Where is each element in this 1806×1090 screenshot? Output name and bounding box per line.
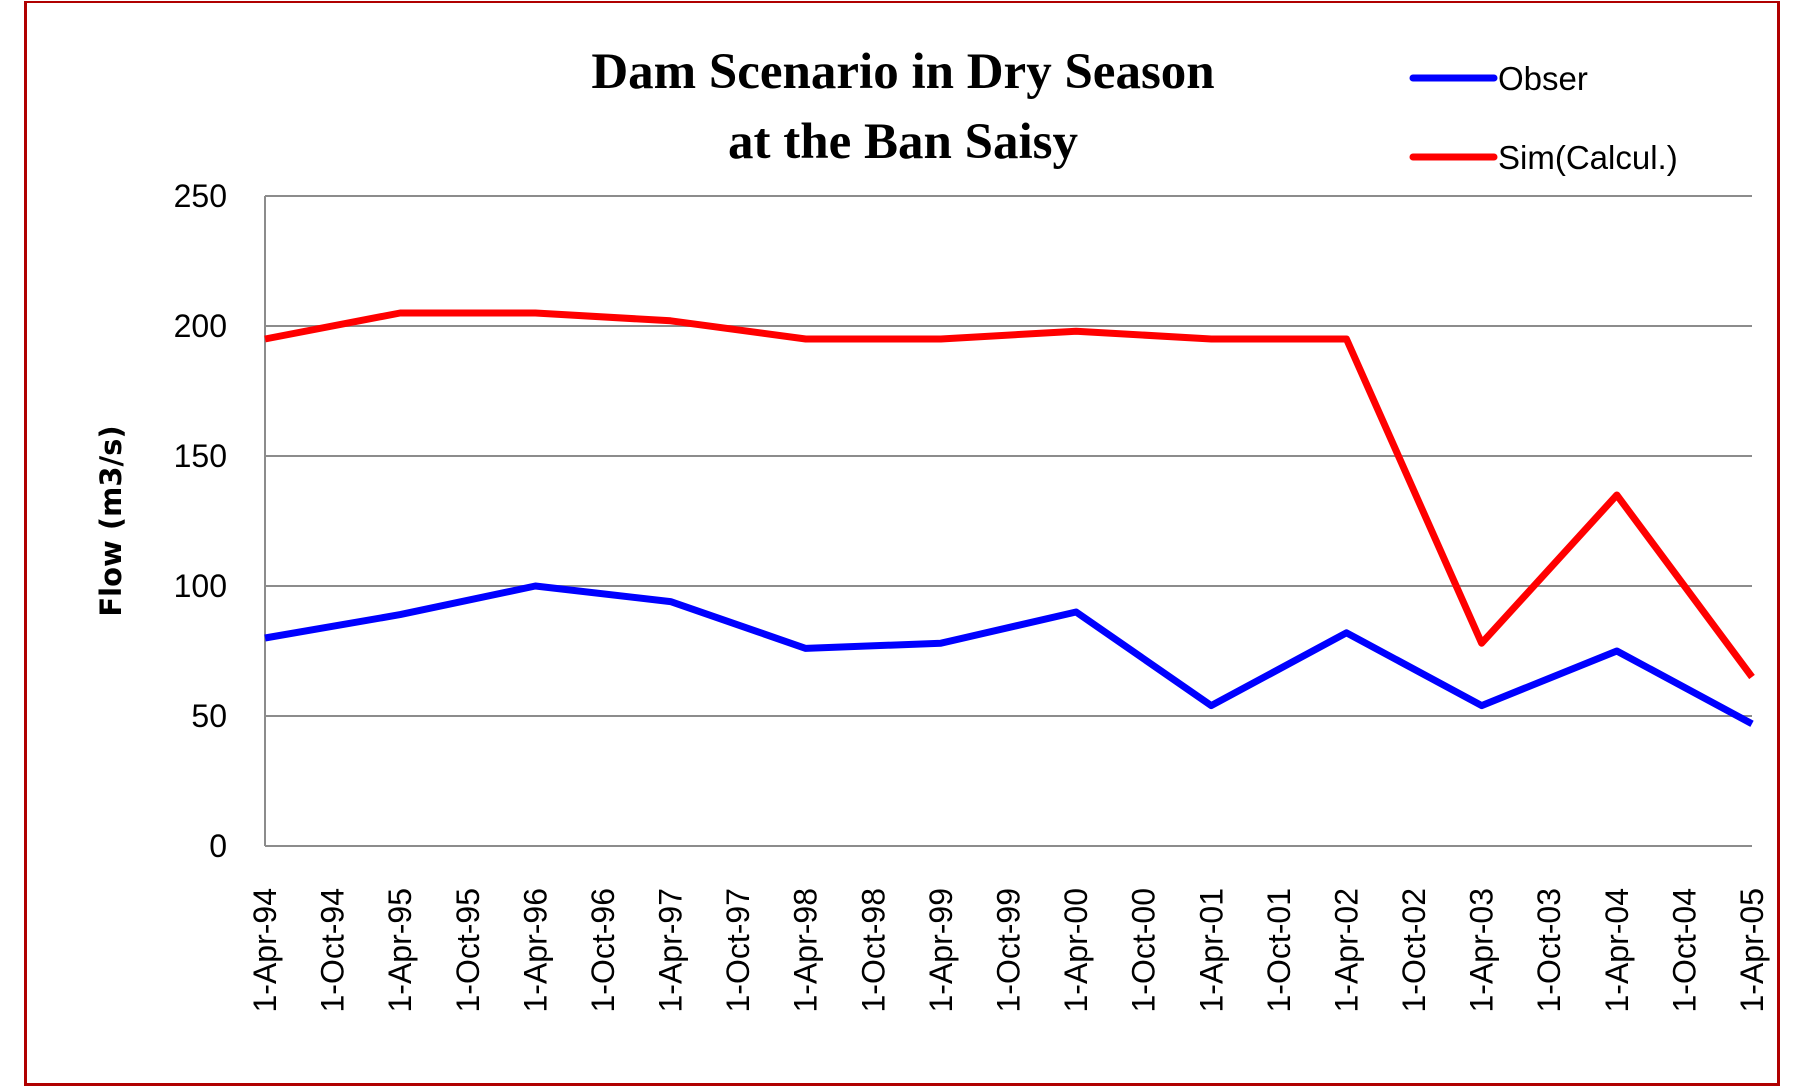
legend-label: Sim(Calcul.) <box>1498 139 1678 176</box>
x-tick-label: 1-Oct-95 <box>450 888 486 1012</box>
chart-title-line-1: Dam Scenario in Dry Season <box>591 44 1214 100</box>
x-tick-label: 1-Apr-95 <box>382 888 418 1013</box>
x-tick-label: 1-Apr-96 <box>517 888 553 1013</box>
y-axis-label: Flow (m3/s) <box>94 425 128 616</box>
x-tick-label: 1-Oct-97 <box>720 888 756 1012</box>
x-tick-label: 1-Oct-01 <box>1261 888 1297 1012</box>
x-tick-label: 1-Apr-05 <box>1734 888 1770 1013</box>
x-tick-label: 1-Apr-00 <box>1058 888 1094 1013</box>
series-line-obser <box>264 582 1754 727</box>
y-tick-label: 250 <box>174 178 227 214</box>
y-tick-label: 200 <box>174 308 227 344</box>
legend-label: Obser <box>1498 60 1588 97</box>
series-line-simcalcul <box>264 309 1755 680</box>
x-tick-label: 1-Oct-04 <box>1666 888 1702 1012</box>
x-tick-label: 1-Apr-01 <box>1193 888 1229 1013</box>
x-tick-label: 1-Apr-02 <box>1328 888 1364 1013</box>
x-tick-label: 1-Oct-99 <box>991 888 1027 1012</box>
x-tick-label: 1-Oct-96 <box>585 888 621 1012</box>
y-tick-label: 100 <box>174 568 227 604</box>
x-tick-label: 1-Apr-94 <box>247 888 283 1013</box>
y-tick-label: 50 <box>191 698 227 734</box>
x-tick-label: 1-Oct-03 <box>1531 888 1567 1012</box>
y-tick-label: 0 <box>209 828 227 864</box>
x-tick-label: 1-Oct-94 <box>315 888 351 1012</box>
x-tick-label: 1-Apr-97 <box>653 888 689 1013</box>
y-tick-label: 150 <box>174 438 227 474</box>
x-tick-label: 1-Apr-04 <box>1599 888 1635 1013</box>
x-tick-label: 1-Apr-98 <box>788 888 824 1013</box>
x-tick-label: 1-Apr-99 <box>923 888 959 1013</box>
x-tick-label: 1-Apr-03 <box>1464 888 1500 1013</box>
chart-title-line-2: at the Ban Saisy <box>728 114 1078 170</box>
chart-frame <box>24 1 1780 1086</box>
x-tick-label: 1-Oct-00 <box>1126 888 1162 1012</box>
x-tick-label: 1-Oct-02 <box>1396 888 1432 1012</box>
x-tick-label: 1-Oct-98 <box>855 888 891 1012</box>
